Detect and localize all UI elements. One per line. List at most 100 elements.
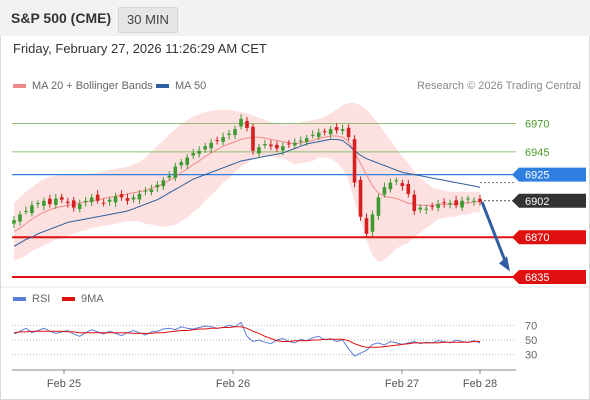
candle-body xyxy=(287,143,291,145)
candle-body xyxy=(245,120,249,128)
level-label-6870: 6870 xyxy=(525,232,549,244)
legend-9ma: 9MA xyxy=(62,293,104,305)
candle-body xyxy=(454,200,458,206)
candle-body xyxy=(406,183,411,194)
candle-body xyxy=(292,142,297,146)
candle-body xyxy=(113,196,118,203)
candle-body xyxy=(257,147,261,154)
level-tag-6925 xyxy=(512,167,586,182)
level-label-6970: 6970 xyxy=(525,118,549,130)
candle-body xyxy=(298,140,303,142)
candle-body xyxy=(370,214,375,232)
candle-body xyxy=(322,131,327,133)
candle-body xyxy=(185,157,190,165)
candle-body xyxy=(436,204,440,208)
candle-body xyxy=(310,134,315,136)
legend-rsi-label: RSI xyxy=(32,293,51,305)
rsi-series-9ma xyxy=(13,326,480,348)
candle-body xyxy=(155,184,160,188)
candle-body xyxy=(54,198,58,205)
candle-body xyxy=(30,205,34,214)
ma20-swatch xyxy=(13,84,26,88)
candle-body xyxy=(197,150,202,154)
candle-body xyxy=(364,218,369,234)
candle-body xyxy=(48,198,52,205)
candle-body xyxy=(394,180,399,182)
candle-body xyxy=(77,204,82,209)
candle-body xyxy=(143,190,148,192)
candle-body xyxy=(424,208,429,210)
candle-body xyxy=(263,143,267,146)
level-label-6925: 6925 xyxy=(525,170,549,182)
legend-ma20-label: MA 20 + Bollinger Bands xyxy=(32,80,153,92)
candle-body xyxy=(18,214,22,222)
rsi-tick-50: 50 xyxy=(525,335,537,347)
candle-body xyxy=(95,194,100,201)
candle-body xyxy=(358,179,363,217)
ma50-line xyxy=(13,138,481,247)
candle-body xyxy=(89,197,94,203)
candle-body xyxy=(107,199,112,202)
rsi-series-rsi xyxy=(13,321,481,357)
candle-body xyxy=(251,126,255,151)
candle-body xyxy=(161,180,166,187)
candle-body xyxy=(466,198,470,200)
candle-body xyxy=(460,200,464,208)
candle-body xyxy=(388,182,393,190)
legend-ma50: MA 50 xyxy=(156,80,206,92)
rsi-tick-70: 70 xyxy=(525,320,537,332)
candle-body xyxy=(376,197,381,216)
candle-body xyxy=(400,183,405,187)
forecast-arrow-head xyxy=(499,256,510,272)
candle-body xyxy=(65,201,70,204)
candle-body xyxy=(12,220,16,224)
candle-body xyxy=(173,166,178,178)
rsi-tick-30: 30 xyxy=(525,350,537,362)
candle-body xyxy=(442,202,446,204)
level-tag-6835 xyxy=(512,270,586,285)
candle-body xyxy=(125,198,130,201)
candle-body xyxy=(430,206,435,208)
candle-body xyxy=(221,137,225,142)
chart-header: S&P 500 (CME) 30 MIN xyxy=(0,0,590,36)
candle-body xyxy=(167,175,172,178)
x-tick-label: Feb 27 xyxy=(385,378,419,390)
level-tag-6870 xyxy=(512,230,586,245)
candle-body xyxy=(269,144,273,147)
rsi-swatch xyxy=(13,297,26,301)
candle-body xyxy=(215,140,219,142)
level-tag-6902 xyxy=(512,193,586,208)
candle-body xyxy=(131,197,136,200)
candle-body xyxy=(275,144,279,149)
candle-body xyxy=(24,211,28,213)
candles xyxy=(12,114,482,238)
candle-body xyxy=(478,198,482,202)
bollinger-band-area xyxy=(14,103,480,263)
candle-body xyxy=(149,189,154,192)
candle-body xyxy=(328,129,333,135)
candle-body xyxy=(316,132,321,137)
level-label-6835: 6835 xyxy=(525,272,549,284)
timestamp: Friday, February 27, 2026 11:26:29 AM CE… xyxy=(13,41,267,56)
interval-badge[interactable]: 30 MIN xyxy=(118,7,178,33)
candle-body xyxy=(382,187,387,195)
candle-body xyxy=(179,162,184,166)
candle-body xyxy=(71,200,76,208)
legend-9ma-label: 9MA xyxy=(81,293,104,305)
legend-rsi: RSI xyxy=(13,293,50,305)
candle-body xyxy=(346,127,351,138)
candle-body xyxy=(304,138,309,142)
x-tick-label: Feb 25 xyxy=(47,378,81,390)
candle-body xyxy=(59,197,64,200)
candle-body xyxy=(203,146,207,150)
candle-body xyxy=(191,153,196,156)
candle-body xyxy=(448,203,452,205)
candle-body xyxy=(418,207,423,210)
instrument-title: S&P 500 (CME) xyxy=(11,10,112,26)
x-tick-label: Feb 26 xyxy=(216,378,250,390)
candle-body xyxy=(412,194,417,212)
legend-ma50-label: MA 50 xyxy=(175,80,207,92)
candle-body xyxy=(352,139,357,183)
candle-body xyxy=(137,193,142,200)
candle-body xyxy=(334,127,339,131)
